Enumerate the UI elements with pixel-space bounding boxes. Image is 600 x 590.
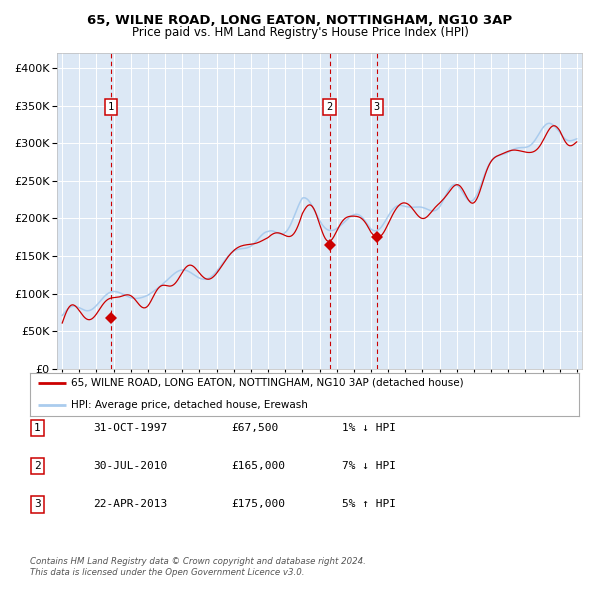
Text: 30-JUL-2010: 30-JUL-2010 xyxy=(93,461,167,471)
Text: Contains HM Land Registry data © Crown copyright and database right 2024.: Contains HM Land Registry data © Crown c… xyxy=(30,557,366,566)
Text: 5% ↑ HPI: 5% ↑ HPI xyxy=(342,500,396,509)
Text: 7% ↓ HPI: 7% ↓ HPI xyxy=(342,461,396,471)
Text: £165,000: £165,000 xyxy=(231,461,285,471)
Text: 22-APR-2013: 22-APR-2013 xyxy=(93,500,167,509)
Text: £175,000: £175,000 xyxy=(231,500,285,509)
Text: £67,500: £67,500 xyxy=(231,423,278,432)
Text: 1% ↓ HPI: 1% ↓ HPI xyxy=(342,423,396,432)
Text: 3: 3 xyxy=(374,102,380,112)
Text: 1: 1 xyxy=(34,423,41,432)
Text: 31-OCT-1997: 31-OCT-1997 xyxy=(93,423,167,432)
Text: 3: 3 xyxy=(34,500,41,509)
Text: This data is licensed under the Open Government Licence v3.0.: This data is licensed under the Open Gov… xyxy=(30,568,305,577)
Text: Price paid vs. HM Land Registry's House Price Index (HPI): Price paid vs. HM Land Registry's House … xyxy=(131,26,469,39)
Text: 2: 2 xyxy=(34,461,41,471)
Text: 65, WILNE ROAD, LONG EATON, NOTTINGHAM, NG10 3AP: 65, WILNE ROAD, LONG EATON, NOTTINGHAM, … xyxy=(88,14,512,27)
Text: 1: 1 xyxy=(107,102,114,112)
Text: HPI: Average price, detached house, Erewash: HPI: Average price, detached house, Erew… xyxy=(71,401,308,410)
Text: 2: 2 xyxy=(326,102,332,112)
Text: 65, WILNE ROAD, LONG EATON, NOTTINGHAM, NG10 3AP (detached house): 65, WILNE ROAD, LONG EATON, NOTTINGHAM, … xyxy=(71,378,464,388)
